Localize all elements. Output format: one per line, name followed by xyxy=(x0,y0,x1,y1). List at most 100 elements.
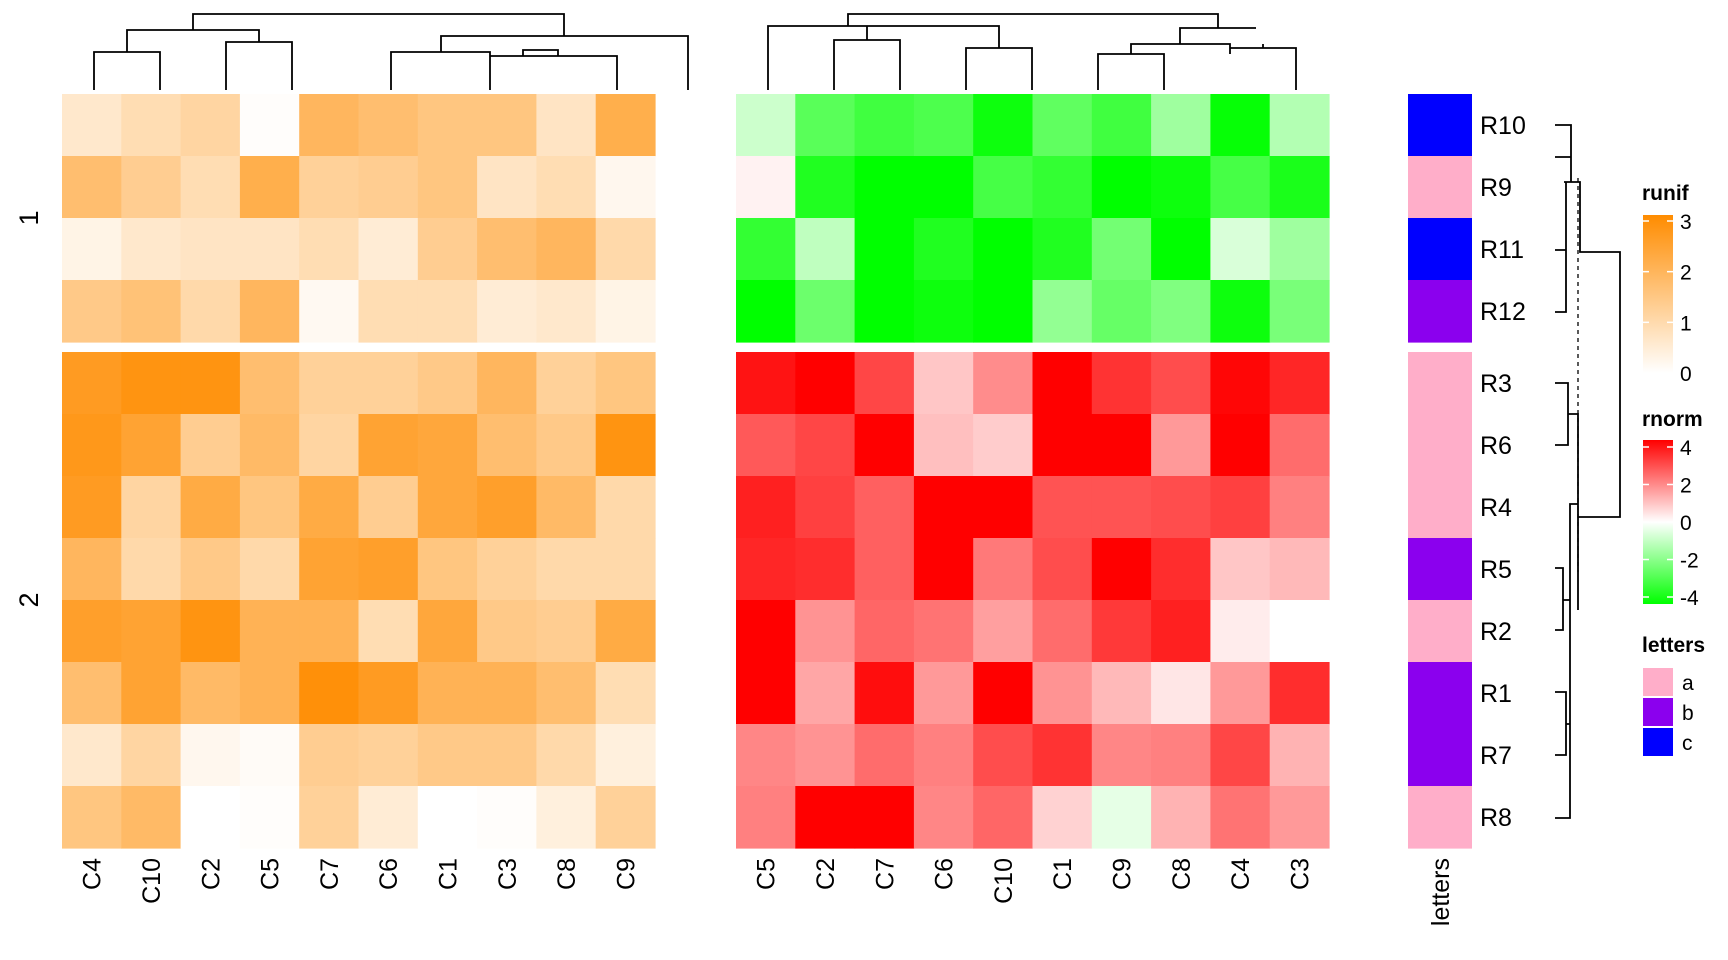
heatmap-cell-rnorm-R3-C8 xyxy=(1151,352,1211,415)
heatmap-cell-rnorm-R10-C4 xyxy=(1210,94,1271,157)
heatmap-cell-runif-R10-C2 xyxy=(180,94,241,157)
heatmap-cell-rnorm-R5-C6 xyxy=(913,538,974,601)
heatmap-cell-runif-R6-C10 xyxy=(121,414,182,477)
heatmap-cell-rnorm-R5-C10 xyxy=(973,538,1034,601)
column-label-runif-C2: C2 xyxy=(197,858,225,890)
letters-legend-label-c: c xyxy=(1682,732,1693,755)
rnorm-legend-tick-4: 4 xyxy=(1680,437,1692,460)
row-label-R6: R6 xyxy=(1480,432,1512,460)
heatmap-cell-rnorm-R2-C4 xyxy=(1210,600,1271,663)
heatmap-cell-runif-R11-C3 xyxy=(477,218,537,281)
heatmap-cell-rnorm-R10-C7 xyxy=(854,94,915,157)
heatmap-cell-runif-R6-C4 xyxy=(62,414,122,477)
heatmap-cell-rnorm-R11-C4 xyxy=(1210,218,1271,281)
heatmap-cell-runif-R4-C10 xyxy=(121,476,182,539)
heatmap-cell-rnorm-R3-C2 xyxy=(795,352,856,415)
heatmap-cell-runif-R5-C4 xyxy=(62,538,122,601)
heatmap-cell-runif-R6-C8 xyxy=(536,414,597,477)
heatmap-cell-runif-R6-C9 xyxy=(595,414,656,477)
heatmap-cell-rnorm-R7-C3 xyxy=(1269,724,1330,787)
row-dendrogram xyxy=(1555,124,1621,819)
heatmap-cell-runif-R5-C8 xyxy=(536,538,597,601)
heatmap-cell-runif-R1-C6 xyxy=(358,662,419,725)
heatmap-cell-rnorm-R4-C4 xyxy=(1210,476,1271,539)
heatmap-cell-rnorm-R12-C4 xyxy=(1210,280,1271,343)
heatmap-cell-runif-R5-C3 xyxy=(477,538,537,601)
heatmap-cell-rnorm-R1-C4 xyxy=(1210,662,1271,725)
heatmap-cell-rnorm-R9-C7 xyxy=(854,156,915,219)
column-label-runif-C3: C3 xyxy=(494,858,522,890)
letters-legend-swatch-a xyxy=(1643,668,1673,696)
heatmap-cell-rnorm-R12-C6 xyxy=(913,280,974,343)
heatmap-cell-runif-R10-C8 xyxy=(536,94,597,157)
legends: runif 0 1 2 3 rnorm 4 2 0 -2 -4 letters abc xyxy=(1642,182,1705,756)
column-label-rnorm-C2: C2 xyxy=(812,858,840,890)
row-label-R11: R11 xyxy=(1480,236,1524,264)
heatmap-cell-runif-R12-C2 xyxy=(180,280,241,343)
heatmap-cell-rnorm-R11-C8 xyxy=(1151,218,1211,281)
letters-annotation-column xyxy=(1408,94,1472,849)
heatmap-cell-rnorm-R11-C7 xyxy=(854,218,915,281)
heatmap-cell-rnorm-R10-C2 xyxy=(795,94,856,157)
heatmap-cell-rnorm-R7-C4 xyxy=(1210,724,1271,787)
column-label-rnorm-C1: C1 xyxy=(1049,858,1077,890)
heatmap-cell-runif-R7-C2 xyxy=(180,724,241,787)
heatmap-cell-rnorm-R9-C1 xyxy=(1032,156,1093,219)
heatmap-cell-rnorm-R8-C2 xyxy=(795,786,856,849)
heatmap-cell-runif-R12-C1 xyxy=(417,280,478,343)
heatmap-cell-rnorm-R12-C10 xyxy=(973,280,1034,343)
heatmap-cell-runif-R9-C8 xyxy=(536,156,597,219)
runif-legend-colorbar xyxy=(1643,215,1673,373)
heatmap-cell-runif-R12-C9 xyxy=(595,280,656,343)
heatmap-cell-runif-R2-C10 xyxy=(121,600,182,663)
dendrograms xyxy=(93,13,1621,819)
heatmap-cell-rnorm-R7-C1 xyxy=(1032,724,1093,787)
row-label-R8: R8 xyxy=(1480,804,1512,832)
heatmap-cell-rnorm-R6-C9 xyxy=(1091,414,1152,477)
heatmap-cell-rnorm-R11-C9 xyxy=(1091,218,1152,281)
heatmap-cell-rnorm-R7-C6 xyxy=(913,724,974,787)
heatmap-cell-rnorm-R7-C5 xyxy=(736,724,796,787)
heatmap-cell-runif-R11-C5 xyxy=(239,218,300,281)
row-label-R4: R4 xyxy=(1480,494,1512,522)
heatmap-cell-rnorm-R9-C4 xyxy=(1210,156,1271,219)
heatmap-cell-runif-R5-C9 xyxy=(595,538,656,601)
letters-cell-R1 xyxy=(1408,662,1472,725)
rnorm-column-dendrogram xyxy=(767,13,1297,90)
heatmap-cell-rnorm-R2-C2 xyxy=(795,600,856,663)
heatmap-cell-rnorm-R5-C1 xyxy=(1032,538,1093,601)
heatmap-cell-rnorm-R4-C6 xyxy=(913,476,974,539)
heatmap-cell-rnorm-R4-C5 xyxy=(736,476,796,539)
letters-cell-R12 xyxy=(1408,280,1472,343)
heatmap-cell-rnorm-R5-C9 xyxy=(1091,538,1152,601)
letters-legend-label-b: b xyxy=(1682,702,1694,725)
heatmap-cell-rnorm-R3-C4 xyxy=(1210,352,1271,415)
heatmap-cell-rnorm-R4-C1 xyxy=(1032,476,1093,539)
runif-legend-tick-3: 3 xyxy=(1680,211,1692,234)
heatmap-cell-rnorm-R5-C5 xyxy=(736,538,796,601)
column-label-rnorm-C8: C8 xyxy=(1168,858,1196,890)
heatmap-cell-runif-R8-C3 xyxy=(477,786,537,849)
heatmap-cell-rnorm-R1-C2 xyxy=(795,662,856,725)
heatmap-cell-rnorm-R3-C6 xyxy=(913,352,974,415)
heatmap-cell-runif-R12-C10 xyxy=(121,280,182,343)
heatmap-cell-runif-R6-C2 xyxy=(180,414,241,477)
heatmap-cell-runif-R6-C5 xyxy=(239,414,300,477)
heatmap-cell-runif-R6-C6 xyxy=(358,414,419,477)
heatmap-cell-runif-R9-C1 xyxy=(417,156,478,219)
heatmap-cell-rnorm-R9-C3 xyxy=(1269,156,1330,219)
heatmap-cell-rnorm-R5-C4 xyxy=(1210,538,1271,601)
heatmap-cell-rnorm-R8-C6 xyxy=(913,786,974,849)
heatmap-cell-runif-R11-C6 xyxy=(358,218,419,281)
heatmap-cell-rnorm-R7-C2 xyxy=(795,724,856,787)
heatmap-cell-rnorm-R6-C4 xyxy=(1210,414,1271,477)
heatmap-cell-rnorm-R11-C5 xyxy=(736,218,796,281)
heatmap-cell-rnorm-R12-C2 xyxy=(795,280,856,343)
heatmap-cell-rnorm-R5-C7 xyxy=(854,538,915,601)
heatmap-cell-rnorm-R1-C10 xyxy=(973,662,1034,725)
heatmap-cell-rnorm-R3-C7 xyxy=(854,352,915,415)
heatmap-cell-rnorm-R3-C10 xyxy=(973,352,1034,415)
heatmap-cell-runif-R1-C3 xyxy=(477,662,537,725)
heatmap-cell-runif-R4-C2 xyxy=(180,476,241,539)
row-split-title-2: 2 xyxy=(14,592,44,607)
